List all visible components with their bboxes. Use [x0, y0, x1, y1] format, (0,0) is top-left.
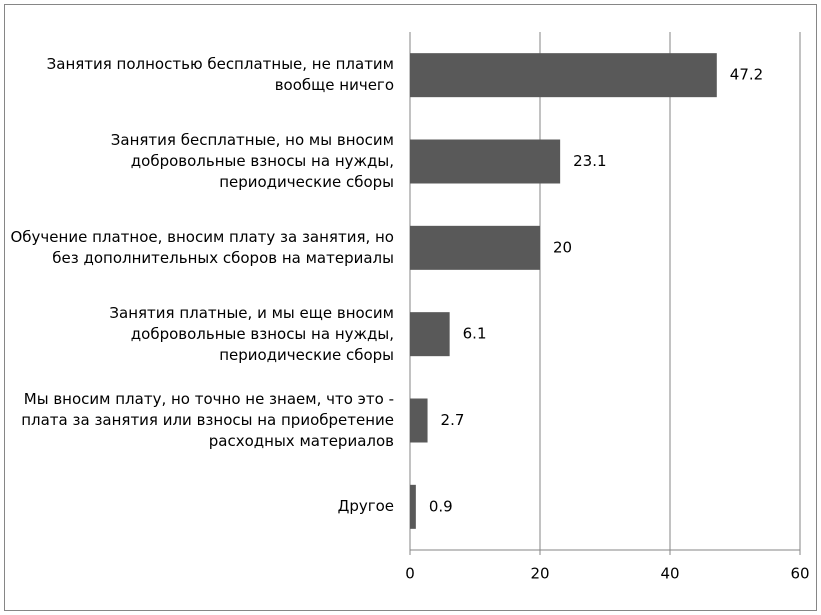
bar	[410, 139, 561, 184]
value-label: 2.7	[441, 411, 465, 429]
category-label: Занятия платные, и мы еще вносим доброво…	[109, 303, 394, 364]
category-label: Другое	[337, 497, 394, 516]
bar	[410, 312, 450, 357]
x-tick-label: 60	[790, 565, 809, 583]
x-tick-label: 20	[530, 565, 549, 583]
bar	[410, 398, 428, 443]
value-label: 6.1	[463, 325, 487, 343]
category-label: Мы вносим плату, но точно не знаем, что …	[21, 389, 394, 450]
value-label: 47.2	[730, 66, 763, 84]
chart-border	[4, 4, 817, 611]
bar	[410, 225, 540, 270]
x-tick-label: 0	[405, 565, 415, 583]
category-label: Занятия полностью бесплатные, не платим …	[46, 55, 394, 95]
value-label: 23.1	[573, 152, 606, 170]
category-label: Обучение платное, вносим плату за заняти…	[10, 227, 395, 267]
value-label: 0.9	[429, 497, 453, 515]
value-label: 20	[553, 238, 572, 256]
bar	[410, 484, 416, 529]
x-tick-label: 40	[660, 565, 679, 583]
category-label: Занятия бесплатные, но мы вносим доброво…	[110, 130, 394, 191]
bar	[410, 53, 717, 98]
